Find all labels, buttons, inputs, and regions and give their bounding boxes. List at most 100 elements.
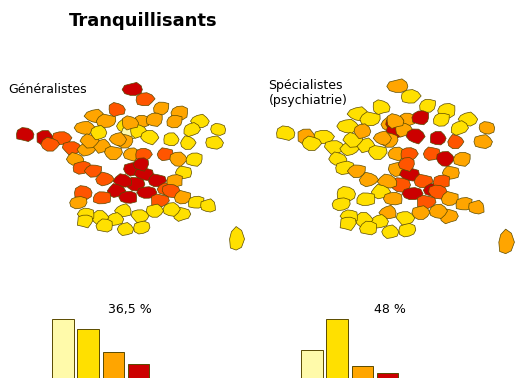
- Polygon shape: [438, 103, 455, 118]
- Polygon shape: [414, 174, 433, 188]
- Polygon shape: [401, 90, 421, 103]
- Text: Spécialistes
(psychiatrie): Spécialistes (psychiatrie): [269, 80, 347, 107]
- Polygon shape: [154, 102, 169, 115]
- Polygon shape: [423, 183, 441, 197]
- Polygon shape: [443, 166, 460, 179]
- Polygon shape: [131, 124, 147, 138]
- Polygon shape: [80, 134, 99, 148]
- Polygon shape: [140, 130, 159, 145]
- Polygon shape: [175, 166, 192, 179]
- Polygon shape: [66, 152, 84, 165]
- Text: 36,5 %: 36,5 %: [108, 303, 152, 316]
- Polygon shape: [211, 124, 226, 135]
- Polygon shape: [399, 223, 416, 237]
- Polygon shape: [373, 100, 390, 115]
- Polygon shape: [382, 225, 399, 239]
- Polygon shape: [201, 199, 215, 212]
- Polygon shape: [109, 132, 127, 146]
- Polygon shape: [84, 165, 102, 177]
- Polygon shape: [157, 148, 173, 161]
- Polygon shape: [479, 122, 494, 134]
- Bar: [77, 329, 99, 378]
- Polygon shape: [337, 186, 356, 201]
- Polygon shape: [152, 194, 170, 207]
- Polygon shape: [368, 146, 387, 159]
- Polygon shape: [387, 79, 408, 92]
- Polygon shape: [335, 161, 355, 174]
- Polygon shape: [396, 212, 415, 225]
- Polygon shape: [277, 126, 295, 141]
- Polygon shape: [107, 213, 123, 225]
- Polygon shape: [430, 132, 446, 145]
- Polygon shape: [451, 121, 469, 135]
- Polygon shape: [372, 185, 391, 199]
- Polygon shape: [412, 206, 430, 219]
- Polygon shape: [386, 124, 404, 138]
- Polygon shape: [170, 152, 188, 166]
- Polygon shape: [347, 165, 365, 178]
- Polygon shape: [381, 133, 398, 147]
- Polygon shape: [163, 203, 180, 216]
- Polygon shape: [469, 200, 484, 214]
- Polygon shape: [91, 125, 107, 140]
- Polygon shape: [356, 138, 375, 153]
- Polygon shape: [109, 103, 125, 117]
- Polygon shape: [499, 229, 515, 254]
- Text: Généralistes: Généralistes: [8, 83, 87, 96]
- Polygon shape: [390, 178, 411, 192]
- Polygon shape: [423, 147, 440, 161]
- Polygon shape: [134, 221, 150, 234]
- Polygon shape: [63, 142, 82, 155]
- Polygon shape: [146, 204, 164, 217]
- Polygon shape: [96, 114, 116, 127]
- Polygon shape: [360, 112, 380, 126]
- Polygon shape: [372, 215, 388, 228]
- Bar: [301, 350, 323, 378]
- Polygon shape: [162, 184, 180, 198]
- Bar: [352, 366, 373, 378]
- Polygon shape: [302, 136, 322, 151]
- Polygon shape: [206, 136, 224, 149]
- Polygon shape: [434, 175, 449, 187]
- Polygon shape: [167, 115, 182, 128]
- Polygon shape: [458, 112, 478, 126]
- Polygon shape: [96, 219, 112, 232]
- Polygon shape: [181, 136, 196, 149]
- Polygon shape: [354, 124, 371, 139]
- Polygon shape: [434, 113, 449, 126]
- Polygon shape: [191, 114, 209, 128]
- Polygon shape: [314, 130, 334, 144]
- Polygon shape: [122, 116, 138, 130]
- Polygon shape: [399, 113, 415, 126]
- Polygon shape: [121, 125, 138, 139]
- Polygon shape: [356, 213, 373, 227]
- Polygon shape: [402, 188, 423, 200]
- Polygon shape: [386, 117, 403, 132]
- Polygon shape: [93, 139, 111, 153]
- Polygon shape: [77, 143, 96, 156]
- Polygon shape: [401, 148, 418, 161]
- Polygon shape: [396, 122, 412, 137]
- Polygon shape: [96, 172, 114, 186]
- Polygon shape: [359, 172, 378, 187]
- Polygon shape: [347, 107, 369, 121]
- Polygon shape: [454, 152, 470, 166]
- Polygon shape: [119, 191, 137, 203]
- Polygon shape: [122, 83, 143, 95]
- Polygon shape: [92, 211, 109, 225]
- Polygon shape: [93, 192, 111, 204]
- Polygon shape: [429, 185, 447, 199]
- Polygon shape: [84, 109, 105, 123]
- Polygon shape: [157, 183, 174, 196]
- Polygon shape: [164, 133, 179, 146]
- Polygon shape: [412, 111, 429, 125]
- Polygon shape: [448, 134, 464, 149]
- Polygon shape: [52, 132, 72, 145]
- Polygon shape: [146, 113, 162, 127]
- Bar: [377, 372, 399, 378]
- Polygon shape: [117, 223, 134, 235]
- Polygon shape: [332, 198, 350, 211]
- Polygon shape: [440, 209, 458, 224]
- Polygon shape: [116, 134, 133, 148]
- Polygon shape: [377, 174, 397, 188]
